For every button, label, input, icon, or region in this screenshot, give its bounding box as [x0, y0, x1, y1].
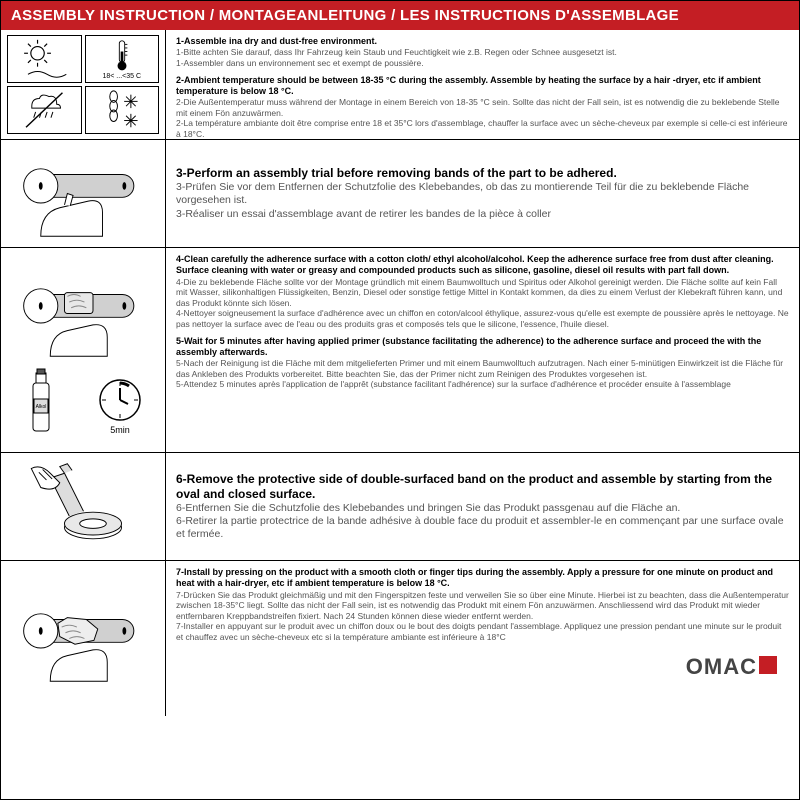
- clean-handle-icon: [11, 266, 156, 361]
- header-title: ASSEMBLY INSTRUCTION / MONTAGEANLEITUNG …: [11, 7, 679, 24]
- step-row-3: Alkol 5min 4-Clean carefully the adheren…: [1, 248, 799, 453]
- step4-bold: 4-Clean carefully the adherence surface …: [176, 254, 789, 277]
- text-step-4-5: 4-Clean carefully the adherence surface …: [166, 248, 799, 452]
- step7-fr: 7-Installer en appuyant sur le produit a…: [176, 621, 789, 642]
- step3-bold: 3-Perform an assembly trial before remov…: [176, 166, 789, 181]
- step-row-2: 3-Perform an assembly trial before remov…: [1, 140, 799, 248]
- text-step-6: 6-Remove the protective side of double-s…: [166, 453, 799, 560]
- step3-fr: 3-Réaliser un essai d'assemblage avant d…: [176, 208, 789, 221]
- icon-conditions: 18< ...<35 C: [1, 30, 166, 139]
- step1-fr: 1-Assembler dans un environnement sec et…: [176, 58, 789, 69]
- step5-bold: 5-Wait for 5 minutes after having applie…: [176, 336, 789, 359]
- step-row-1: 18< ...<35 C 1-Assemble ina dry and dust…: [1, 30, 799, 140]
- header-bar: ASSEMBLY INSTRUCTION / MONTAGEANLEITUNG …: [1, 1, 799, 30]
- logo-text: OMAC: [686, 653, 757, 681]
- alcohol-bottle-icon: Alkol: [21, 365, 61, 435]
- step7-bold: 7-Install by pressing on the product wit…: [176, 567, 789, 590]
- thermometer-icon: 18< ...<35 C: [85, 35, 160, 83]
- step2-fr: 2-La température ambiante doit être comp…: [176, 118, 789, 139]
- step7-de: 7-Drücken Sie das Produkt gleichmäßig un…: [176, 590, 789, 622]
- no-rain-icon: [7, 86, 82, 134]
- step6-fr: 6-Retirer la partie protectrice de la ba…: [176, 515, 789, 541]
- icon-remove-tape: [1, 453, 166, 560]
- bottle-label: Alkol: [36, 404, 47, 410]
- text-step-7: 7-Install by pressing on the product wit…: [166, 561, 799, 716]
- step5-fr: 5-Attendez 5 minutes après l'application…: [176, 379, 789, 390]
- sun-icon: [7, 35, 82, 83]
- step4-fr: 4-Nettoyer soigneusement la surface d'ad…: [176, 308, 789, 329]
- text-step-1-2: 1-Assemble ina dry and dust-free environ…: [166, 30, 799, 139]
- step2-bold: 2-Ambient temperature should be between …: [176, 75, 789, 98]
- instruction-sheet: ASSEMBLY INSTRUCTION / MONTAGEANLEITUNG …: [0, 0, 800, 800]
- step2-de: 2-Die Außentemperatur muss während der M…: [176, 97, 789, 118]
- icon-handle-trial: [1, 140, 166, 247]
- remove-tape-icon: [11, 459, 156, 554]
- step1-bold: 1-Assemble ina dry and dust-free environ…: [176, 36, 789, 47]
- clock-5min-icon: [95, 375, 145, 425]
- temp-range-label: 18< ...<35 C: [102, 73, 141, 80]
- handle-trial-icon: [11, 146, 156, 241]
- text-step-3: 3-Perform an assembly trial before remov…: [166, 140, 799, 247]
- step6-bold: 6-Remove the protective side of double-s…: [176, 472, 789, 502]
- logo-accent-icon: [759, 656, 777, 674]
- logo-footer: OMAC: [176, 649, 789, 683]
- step-row-5: 7-Install by pressing on the product wit…: [1, 561, 799, 716]
- icon-press-install: [1, 561, 166, 716]
- clock-label: 5min: [110, 425, 130, 435]
- step6-de: 6-Entfernen Sie die Schutzfolie des Kleb…: [176, 502, 789, 515]
- step4-de: 4-Die zu beklebende Fläche sollte vor de…: [176, 277, 789, 309]
- press-install-icon: [11, 591, 156, 686]
- icon-clean-primer: Alkol 5min: [1, 248, 166, 452]
- snow-chain-icon: [85, 86, 160, 134]
- step-row-4: 6-Remove the protective side of double-s…: [1, 453, 799, 561]
- step3-de: 3-Prüfen Sie vor dem Entfernen der Schut…: [176, 181, 789, 207]
- step1-de: 1-Bitte achten Sie darauf, dass Ihr Fahr…: [176, 47, 789, 58]
- step5-de: 5-Nach der Reinigung ist die Fläche mit …: [176, 358, 789, 379]
